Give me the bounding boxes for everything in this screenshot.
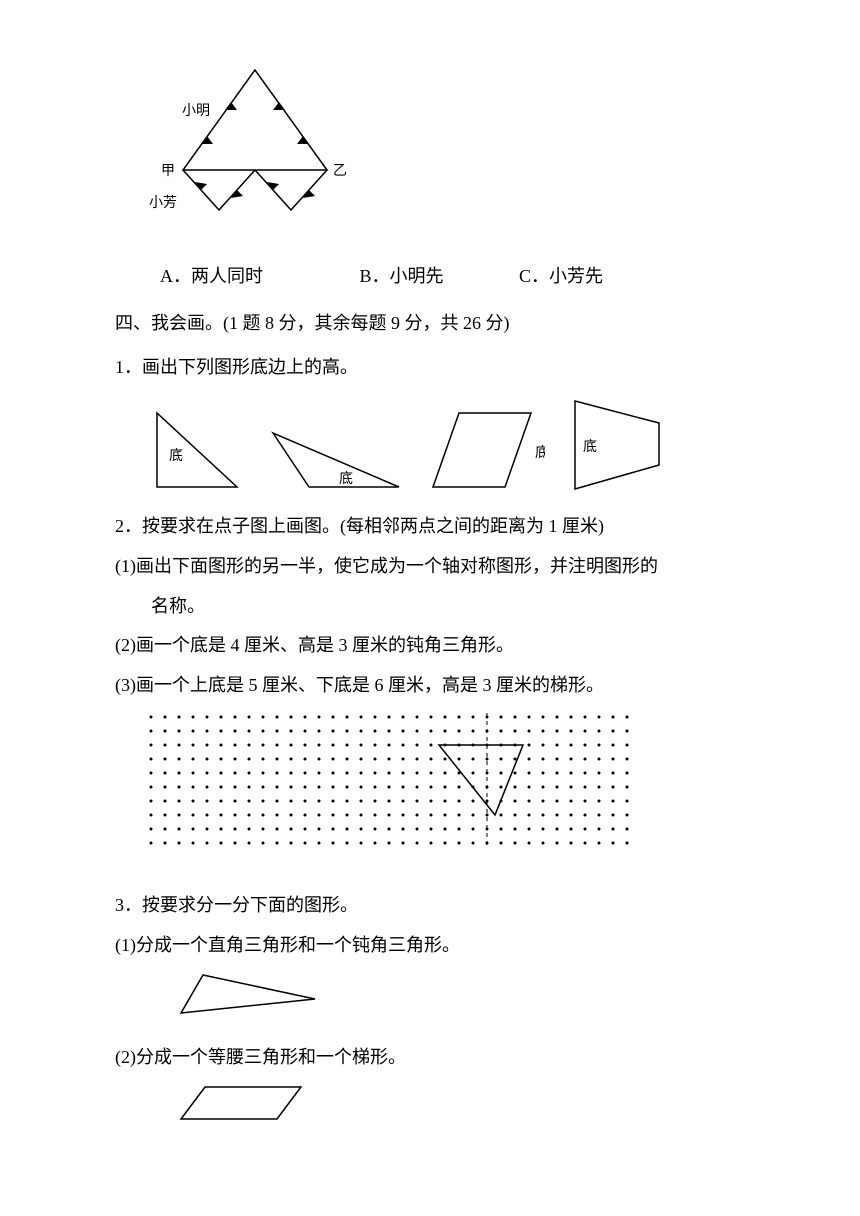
choice-a[interactable]: A．两人同时	[160, 257, 355, 297]
question-diagram-triangle: 小明 甲 乙 小芳	[145, 60, 770, 245]
q2-sub3: (3)画一个上底是 5 厘米、下底是 6 厘米，高是 3 厘米的梯形。	[115, 666, 770, 706]
q1-text: 1．画出下列图形底边上的高。	[115, 348, 770, 388]
q3-sub2: (2)分成一个等腰三角形和一个梯形。	[115, 1038, 770, 1078]
q3-shape1	[175, 969, 770, 1034]
q2-sub2: (2)画一个底是 4 厘米、高是 3 厘米的钝角三角形。	[115, 626, 770, 666]
svg-text:底: 底	[339, 471, 353, 487]
shape-right-triangle: 底	[145, 405, 245, 495]
choice-c[interactable]: C．小芳先	[519, 257, 603, 297]
dot-grid	[145, 711, 770, 876]
shape-trapezoid: 底	[565, 395, 675, 495]
q3-text: 3．按要求分一分下面的图形。	[115, 886, 770, 926]
q2-text: 2．按要求在点子图上画图。(每相邻两点之间的距离为 1 厘米)	[115, 507, 770, 547]
svg-text:底: 底	[535, 445, 545, 461]
section-4-title: 四、我会画。(1 题 8 分，其余每题 9 分，共 26 分)	[115, 304, 770, 344]
svg-text:底: 底	[169, 448, 183, 464]
shape-parallelogram: 底	[425, 405, 545, 495]
answer-choices: A．两人同时 B．小明先 C．小芳先	[115, 257, 770, 297]
q2-sub1b: 名称。	[115, 587, 770, 627]
label-yi: 乙	[333, 163, 347, 179]
q2-sub1a: (1)画出下面图形的另一半，使它成为一个轴对称图形，并注明图形的	[115, 547, 770, 587]
label-xiaofang: 小芳	[149, 194, 177, 211]
q3-shape2	[175, 1081, 770, 1141]
label-jia: 甲	[161, 164, 175, 179]
shape-obtuse-triangle: 底	[265, 425, 405, 495]
q1-shapes-row: 底 底 底 底	[145, 395, 770, 495]
choice-b[interactable]: B．小明先	[360, 257, 515, 297]
q3-sub1: (1)分成一个直角三角形和一个钝角三角形。	[115, 926, 770, 966]
label-xiaoming: 小明	[182, 103, 210, 119]
svg-text:底: 底	[583, 439, 597, 455]
